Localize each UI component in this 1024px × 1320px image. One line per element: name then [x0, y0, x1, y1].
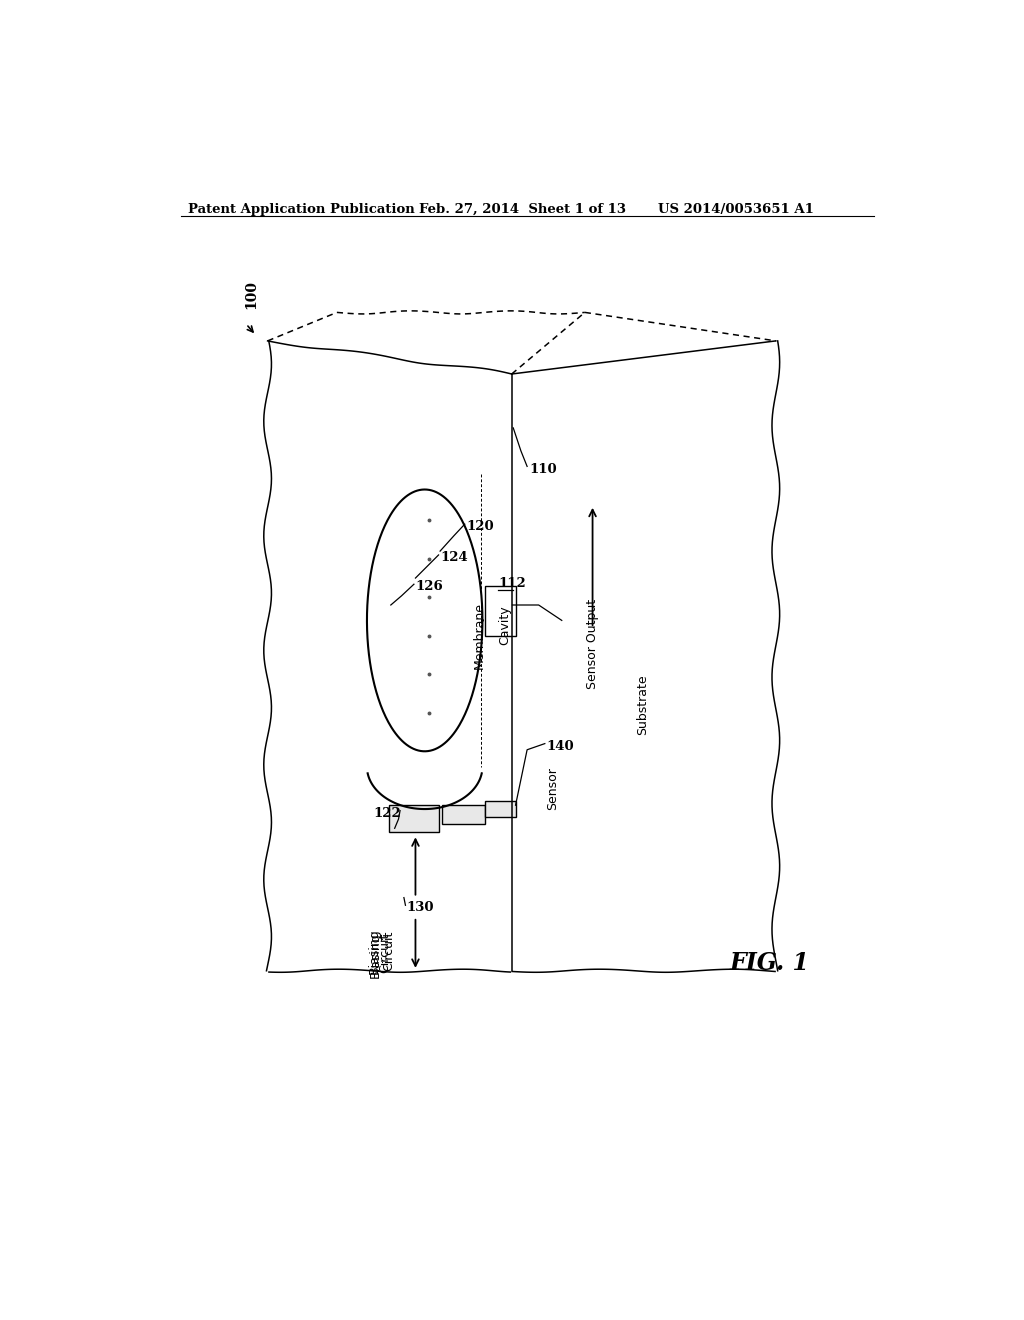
Text: 122: 122	[374, 807, 401, 820]
Text: 100: 100	[245, 280, 258, 309]
Text: 124: 124	[440, 552, 468, 564]
Bar	[388, 805, 438, 832]
Text: 126: 126	[416, 581, 443, 594]
Text: Circuit: Circuit	[378, 932, 391, 973]
Text: 140: 140	[547, 739, 574, 752]
Text: US 2014/0053651 A1: US 2014/0053651 A1	[658, 203, 814, 216]
Text: Substrate: Substrate	[636, 675, 649, 735]
Text: Sensor: Sensor	[547, 767, 559, 809]
Bar	[484, 801, 515, 817]
Text: Sensor Output: Sensor Output	[586, 598, 599, 689]
Text: Patent Application Publication: Patent Application Publication	[188, 203, 415, 216]
Text: 120: 120	[466, 520, 494, 533]
Text: 112: 112	[499, 577, 526, 590]
Text: Cavity: Cavity	[499, 605, 512, 644]
Text: Biasing
Circuit: Biasing Circuit	[368, 928, 395, 974]
Bar	[484, 586, 515, 636]
Text: 110: 110	[529, 462, 557, 475]
Text: Membrane: Membrane	[473, 602, 486, 669]
Bar	[442, 805, 484, 825]
Text: Feb. 27, 2014  Sheet 1 of 13: Feb. 27, 2014 Sheet 1 of 13	[419, 203, 627, 216]
Text: FIG. 1: FIG. 1	[730, 952, 810, 975]
Text: Biasing: Biasing	[369, 932, 382, 978]
Text: 130: 130	[407, 902, 434, 915]
